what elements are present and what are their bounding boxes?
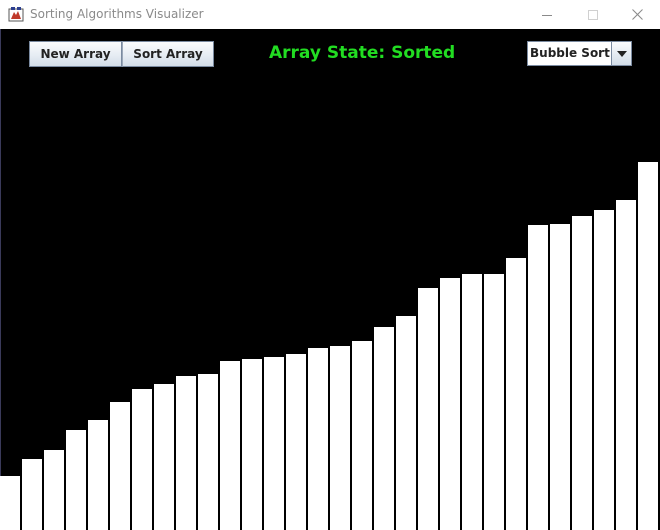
- array-bar: [418, 288, 438, 530]
- maximize-button[interactable]: [570, 0, 616, 29]
- window-title: Sorting Algorithms Visualizer: [30, 7, 204, 21]
- bar-chart: [0, 29, 660, 530]
- algorithm-select[interactable]: Bubble Sort: [527, 41, 632, 66]
- array-bar: [374, 327, 394, 530]
- array-bar: [572, 216, 592, 530]
- array-bar: [308, 348, 328, 530]
- array-state-label: Array State: Sorted: [269, 43, 456, 63]
- array-bar: [154, 384, 174, 530]
- array-bar: [66, 430, 86, 530]
- sort-array-button[interactable]: Sort Array: [122, 41, 214, 67]
- java-app-icon: [8, 7, 24, 22]
- visualizer-canvas: New Array Sort Array Array State: Sorted…: [0, 29, 660, 530]
- array-bar: [242, 359, 262, 530]
- array-bar: [506, 258, 526, 530]
- array-bar: [462, 274, 482, 530]
- array-bar: [132, 389, 152, 530]
- new-array-button[interactable]: New Array: [29, 41, 122, 67]
- array-bar: [638, 162, 658, 530]
- close-icon: [631, 9, 643, 20]
- array-bar: [264, 357, 284, 530]
- array-bar: [88, 420, 108, 530]
- array-bar: [22, 459, 42, 530]
- dropdown-arrow-button[interactable]: [611, 42, 631, 65]
- array-bar: [440, 278, 460, 530]
- array-bar: [550, 224, 570, 530]
- title-bar: Sorting Algorithms Visualizer: [0, 0, 660, 29]
- array-bar: [176, 376, 196, 530]
- array-bar: [44, 450, 64, 530]
- close-button[interactable]: [614, 0, 660, 29]
- array-bar: [484, 274, 504, 530]
- maximize-icon: [588, 9, 598, 20]
- array-bar: [594, 210, 614, 530]
- chevron-down-icon: [616, 50, 627, 57]
- array-bar: [616, 200, 636, 530]
- array-bar: [330, 346, 350, 530]
- array-bar: [396, 316, 416, 530]
- array-bar: [286, 354, 306, 530]
- array-bar: [352, 341, 372, 530]
- minimize-icon: [542, 14, 552, 16]
- array-bar: [110, 402, 130, 530]
- minimize-button[interactable]: [524, 0, 570, 29]
- algorithm-select-value: Bubble Sort: [530, 46, 610, 60]
- canvas-left-edge: [0, 29, 1, 530]
- array-bar: [198, 374, 218, 530]
- array-bar: [220, 361, 240, 530]
- array-bar: [0, 476, 20, 530]
- array-bar: [528, 225, 548, 530]
